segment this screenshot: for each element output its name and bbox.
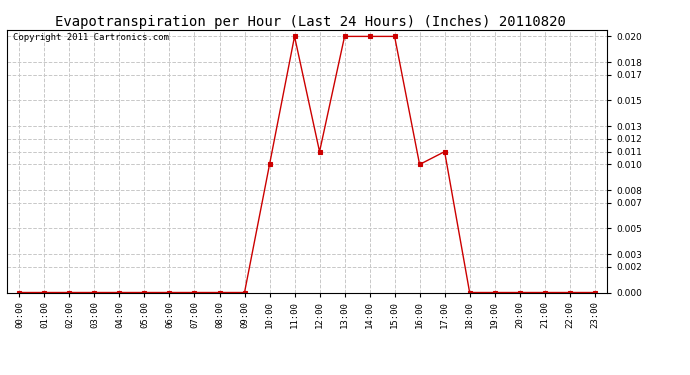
Text: Evapotranspiration per Hour (Last 24 Hours) (Inches) 20110820: Evapotranspiration per Hour (Last 24 Hou…	[55, 15, 566, 29]
Text: Copyright 2011 Cartronics.com: Copyright 2011 Cartronics.com	[13, 33, 169, 42]
